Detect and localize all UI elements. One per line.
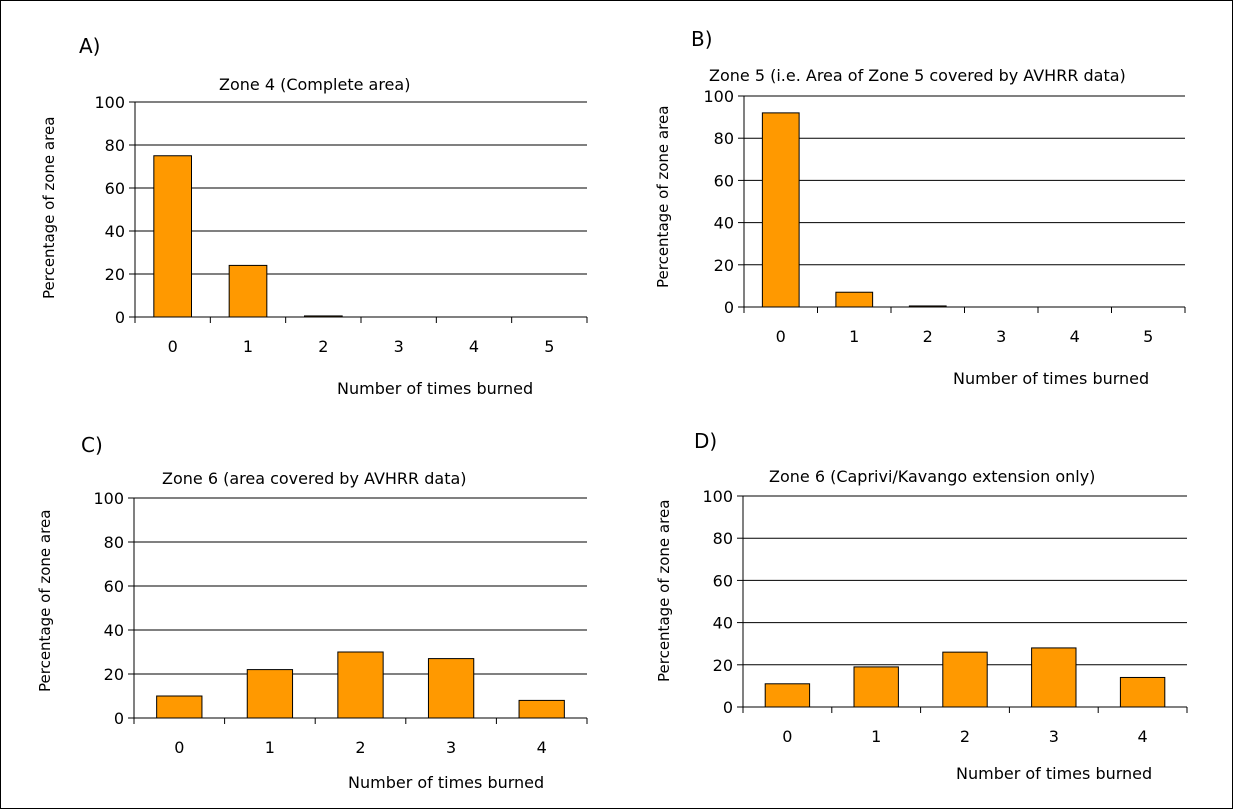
x-tick-label: 3 [446,738,456,757]
x-tick-label: 3 [996,327,1006,346]
bar [246,669,294,719]
y-tick-label: 60 [714,171,734,190]
bar [835,291,874,308]
bar [908,305,947,308]
bar [337,651,384,719]
x-tick-label: 5 [1143,327,1153,346]
x-tick-label: 0 [168,337,178,356]
x-tick-label: 4 [469,337,479,356]
y-tick-label: 40 [714,214,734,233]
x-tick-label: 3 [394,337,404,356]
y-tick-label: 60 [713,571,733,590]
y-tick-label: 40 [104,621,124,640]
x-tick-label: 2 [318,337,328,356]
y-tick-label: 80 [713,529,733,548]
x-tick-label: 0 [782,727,792,746]
y-tick-label: 60 [104,577,124,596]
y-tick-label: 100 [702,487,733,506]
chart-title: Zone 6 (area covered by AVHRR data) [162,469,467,488]
x-tick-label: 4 [537,738,547,757]
x-axis-label: Number of times burned [953,369,1150,388]
y-tick-label: 80 [104,533,124,552]
bar [304,315,343,318]
y-tick-label: 0 [724,298,734,317]
chart-title: Zone 5 (i.e. Area of Zone 5 covered by A… [709,66,1126,85]
bar [153,155,192,318]
y-tick-label: 80 [105,136,125,155]
x-tick-label: 2 [960,727,970,746]
y-tick-label: 0 [723,698,733,717]
y-tick-label: 20 [714,256,734,275]
panel-letter: B) [691,27,713,51]
y-tick-label: 100 [93,489,124,508]
y-tick-label: 20 [104,665,124,684]
y-tick-label: 40 [105,222,125,241]
x-tick-label: 4 [1070,327,1080,346]
x-axis-label: Number of times burned [348,773,545,792]
bar [427,658,475,719]
panel-letter: C) [81,433,103,457]
bar [761,112,800,308]
y-tick-label: 60 [105,179,125,198]
bar [764,683,811,708]
x-axis-label: Number of times burned [337,379,534,398]
x-tick-label: 2 [923,327,933,346]
x-tick-label: 1 [871,727,881,746]
y-tick-label: 100 [94,93,125,112]
bar [1119,676,1166,708]
x-tick-label: 0 [174,738,184,757]
panel-letter: D) [694,429,718,453]
y-tick-label: 100 [703,87,734,106]
bar [942,651,988,708]
y-tick-label: 0 [115,308,125,327]
x-tick-label: 0 [776,327,786,346]
x-tick-label: 1 [243,337,253,356]
x-tick-label: 1 [265,738,275,757]
chart-title: Zone 4 (Complete area) [219,75,411,94]
y-tick-label: 0 [114,709,124,728]
y-tick-label: 40 [713,614,733,633]
bar [156,695,203,719]
chart-title: Zone 6 (Caprivi/Kavango extension only) [769,467,1096,486]
y-tick-label: 20 [713,656,733,675]
x-tick-label: 1 [849,327,859,346]
bar [853,666,899,708]
y-tick-label: 20 [105,265,125,284]
x-tick-label: 5 [544,337,554,356]
y-tick-label: 80 [714,129,734,148]
bar [1031,647,1077,708]
bar [518,699,565,719]
x-tick-label: 2 [355,738,365,757]
x-tick-label: 4 [1138,727,1148,746]
x-axis-label: Number of times burned [956,764,1153,783]
bar [228,264,268,318]
x-tick-label: 3 [1049,727,1059,746]
panel-letter: A) [79,34,101,58]
